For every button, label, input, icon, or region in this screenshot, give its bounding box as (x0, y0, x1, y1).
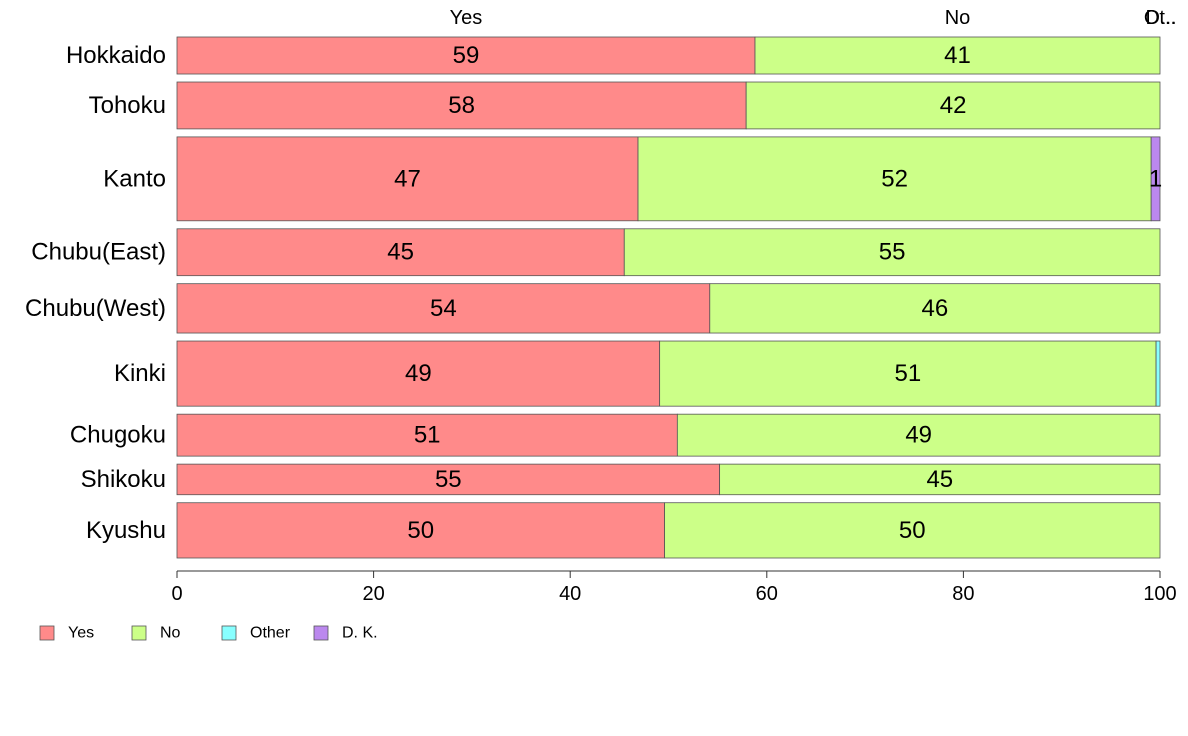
bar-segment-tohoku-no (745, 81, 1161, 130)
x-tick-label: 80 (952, 583, 974, 605)
category-label: Chubu(West) (25, 295, 166, 322)
bar-segment-kanto-d-k- (1150, 136, 1161, 222)
bar-segment-kinki-other (1155, 340, 1161, 407)
segment-value-label: 1 (1149, 165, 1162, 192)
series-top-label: Ot.. (1144, 7, 1176, 29)
series-top-label: No (945, 7, 971, 29)
bars-group (176, 36, 1161, 559)
category-label: Tohoku (89, 92, 166, 119)
category-label: Chugoku (70, 422, 166, 449)
bar-segment-kanto-no (637, 136, 1152, 222)
category-label: Shikoku (81, 466, 166, 493)
segment-value-label: 45 (387, 239, 414, 266)
x-tick-label: 100 (1143, 583, 1176, 605)
bar-segment-kanto-yes (176, 136, 639, 222)
legend-label: No (160, 625, 181, 642)
bar-segment-kinki-yes (176, 340, 661, 407)
segment-value-label: 49 (405, 360, 432, 387)
segment-value-label: 47 (394, 165, 421, 192)
bar-segment-hokkaido-no (754, 36, 1161, 75)
series-top-label: Yes (450, 7, 483, 29)
bar-segment-hokkaido-yes (176, 36, 756, 75)
segment-value-label: 58 (448, 92, 475, 119)
category-labels-group: Hokkaido Tohoku Kanto Chubu(East) Chubu(West… (25, 42, 166, 544)
legend-swatch (131, 625, 147, 641)
bar-segment-kyushu-no (664, 502, 1161, 559)
segment-value-label: 42 (940, 92, 967, 119)
segment-value-label: 55 (435, 466, 462, 493)
bar-segment-chugoku-no (676, 413, 1161, 457)
segment-value-label: 52 (881, 165, 908, 192)
legend-swatch (313, 625, 329, 641)
legend-swatch (39, 625, 55, 641)
segment-value-label: 50 (407, 517, 434, 544)
bar-segment-tohoku-yes (176, 81, 747, 130)
segment-value-label: 41 (944, 42, 971, 69)
x-tick-label: 60 (756, 583, 778, 605)
segment-value-label: 51 (414, 422, 441, 449)
category-label: Hokkaido (66, 42, 166, 69)
segment-value-label: 51 (895, 360, 922, 387)
legend-label: Other (250, 625, 291, 642)
segment-value-label: 59 (453, 42, 480, 69)
category-label: Kinki (114, 360, 166, 387)
x-tick-label: 20 (362, 583, 384, 605)
bar-segment-chubu-east--no (623, 228, 1161, 277)
bar-segment-chubu-east--yes (176, 228, 625, 277)
legend-label: Yes (68, 625, 94, 642)
top-labels-group: Yes No Ot..D... (450, 7, 1177, 29)
category-label: Kanto (103, 165, 166, 192)
legend-label: D. K. (342, 625, 378, 642)
bar-segment-shikoku-no (719, 463, 1161, 496)
bar-segment-chubu-west--yes (176, 283, 711, 334)
x-tick-label: 40 (559, 583, 581, 605)
segment-value-label: 54 (430, 295, 457, 322)
x-tick-label: 0 (171, 583, 182, 605)
series-top-label: D... (1145, 7, 1176, 29)
bar-segment-shikoku-yes (176, 463, 721, 496)
segment-value-label: 55 (879, 239, 906, 266)
segment-value-label: 46 (922, 295, 949, 322)
bar-segment-chugoku-yes (176, 413, 678, 457)
category-label: Kyushu (86, 517, 166, 544)
segment-value-label: 50 (899, 517, 926, 544)
segment-value-label: 45 (926, 466, 953, 493)
bar-segment-kinki-no (659, 340, 1157, 407)
legend-swatch (221, 625, 237, 641)
category-label: Chubu(East) (31, 239, 166, 266)
segment-value-label: 49 (905, 422, 932, 449)
legend: Yes No Other D. K. (39, 625, 378, 642)
bar-segment-chubu-west--no (709, 283, 1161, 334)
x-axis: 0 20 40 60 80 100 (171, 570, 1177, 605)
